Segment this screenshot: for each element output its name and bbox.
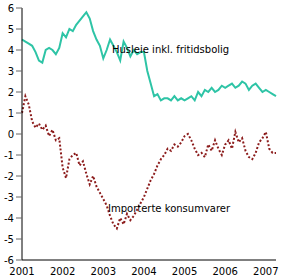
svg-text:1: 1 xyxy=(8,108,14,119)
svg-text:-4: -4 xyxy=(8,213,14,224)
html-text:Husleie inkl. fritidsbolig: Husleie inkl. fritidsbolig xyxy=(112,44,230,55)
svg-text:2: 2 xyxy=(8,87,14,98)
svg-text:3: 3 xyxy=(8,66,14,77)
svg-text:2003: 2003 xyxy=(91,266,116,277)
svg-text:2007: 2007 xyxy=(253,266,278,277)
html-text:Importerte konsumvarer: Importerte konsumvarer xyxy=(108,203,231,214)
svg-text:5: 5 xyxy=(8,24,14,35)
svg-text:2002: 2002 xyxy=(50,266,75,277)
svg-text:-3: -3 xyxy=(8,192,14,203)
svg-text:2001: 2001 xyxy=(9,266,34,277)
svg-text:-6: -6 xyxy=(8,255,14,266)
svg-text:2004: 2004 xyxy=(131,266,156,277)
svg-text:0: 0 xyxy=(8,129,14,140)
svg-text:-5: -5 xyxy=(8,234,14,245)
svg-text:6: 6 xyxy=(8,3,14,14)
svg-text:2005: 2005 xyxy=(172,266,197,277)
svg-text:2006: 2006 xyxy=(212,266,237,277)
svg-text:-1: -1 xyxy=(8,150,14,161)
svg-text:4: 4 xyxy=(8,45,14,56)
svg-text:-2: -2 xyxy=(8,171,14,182)
